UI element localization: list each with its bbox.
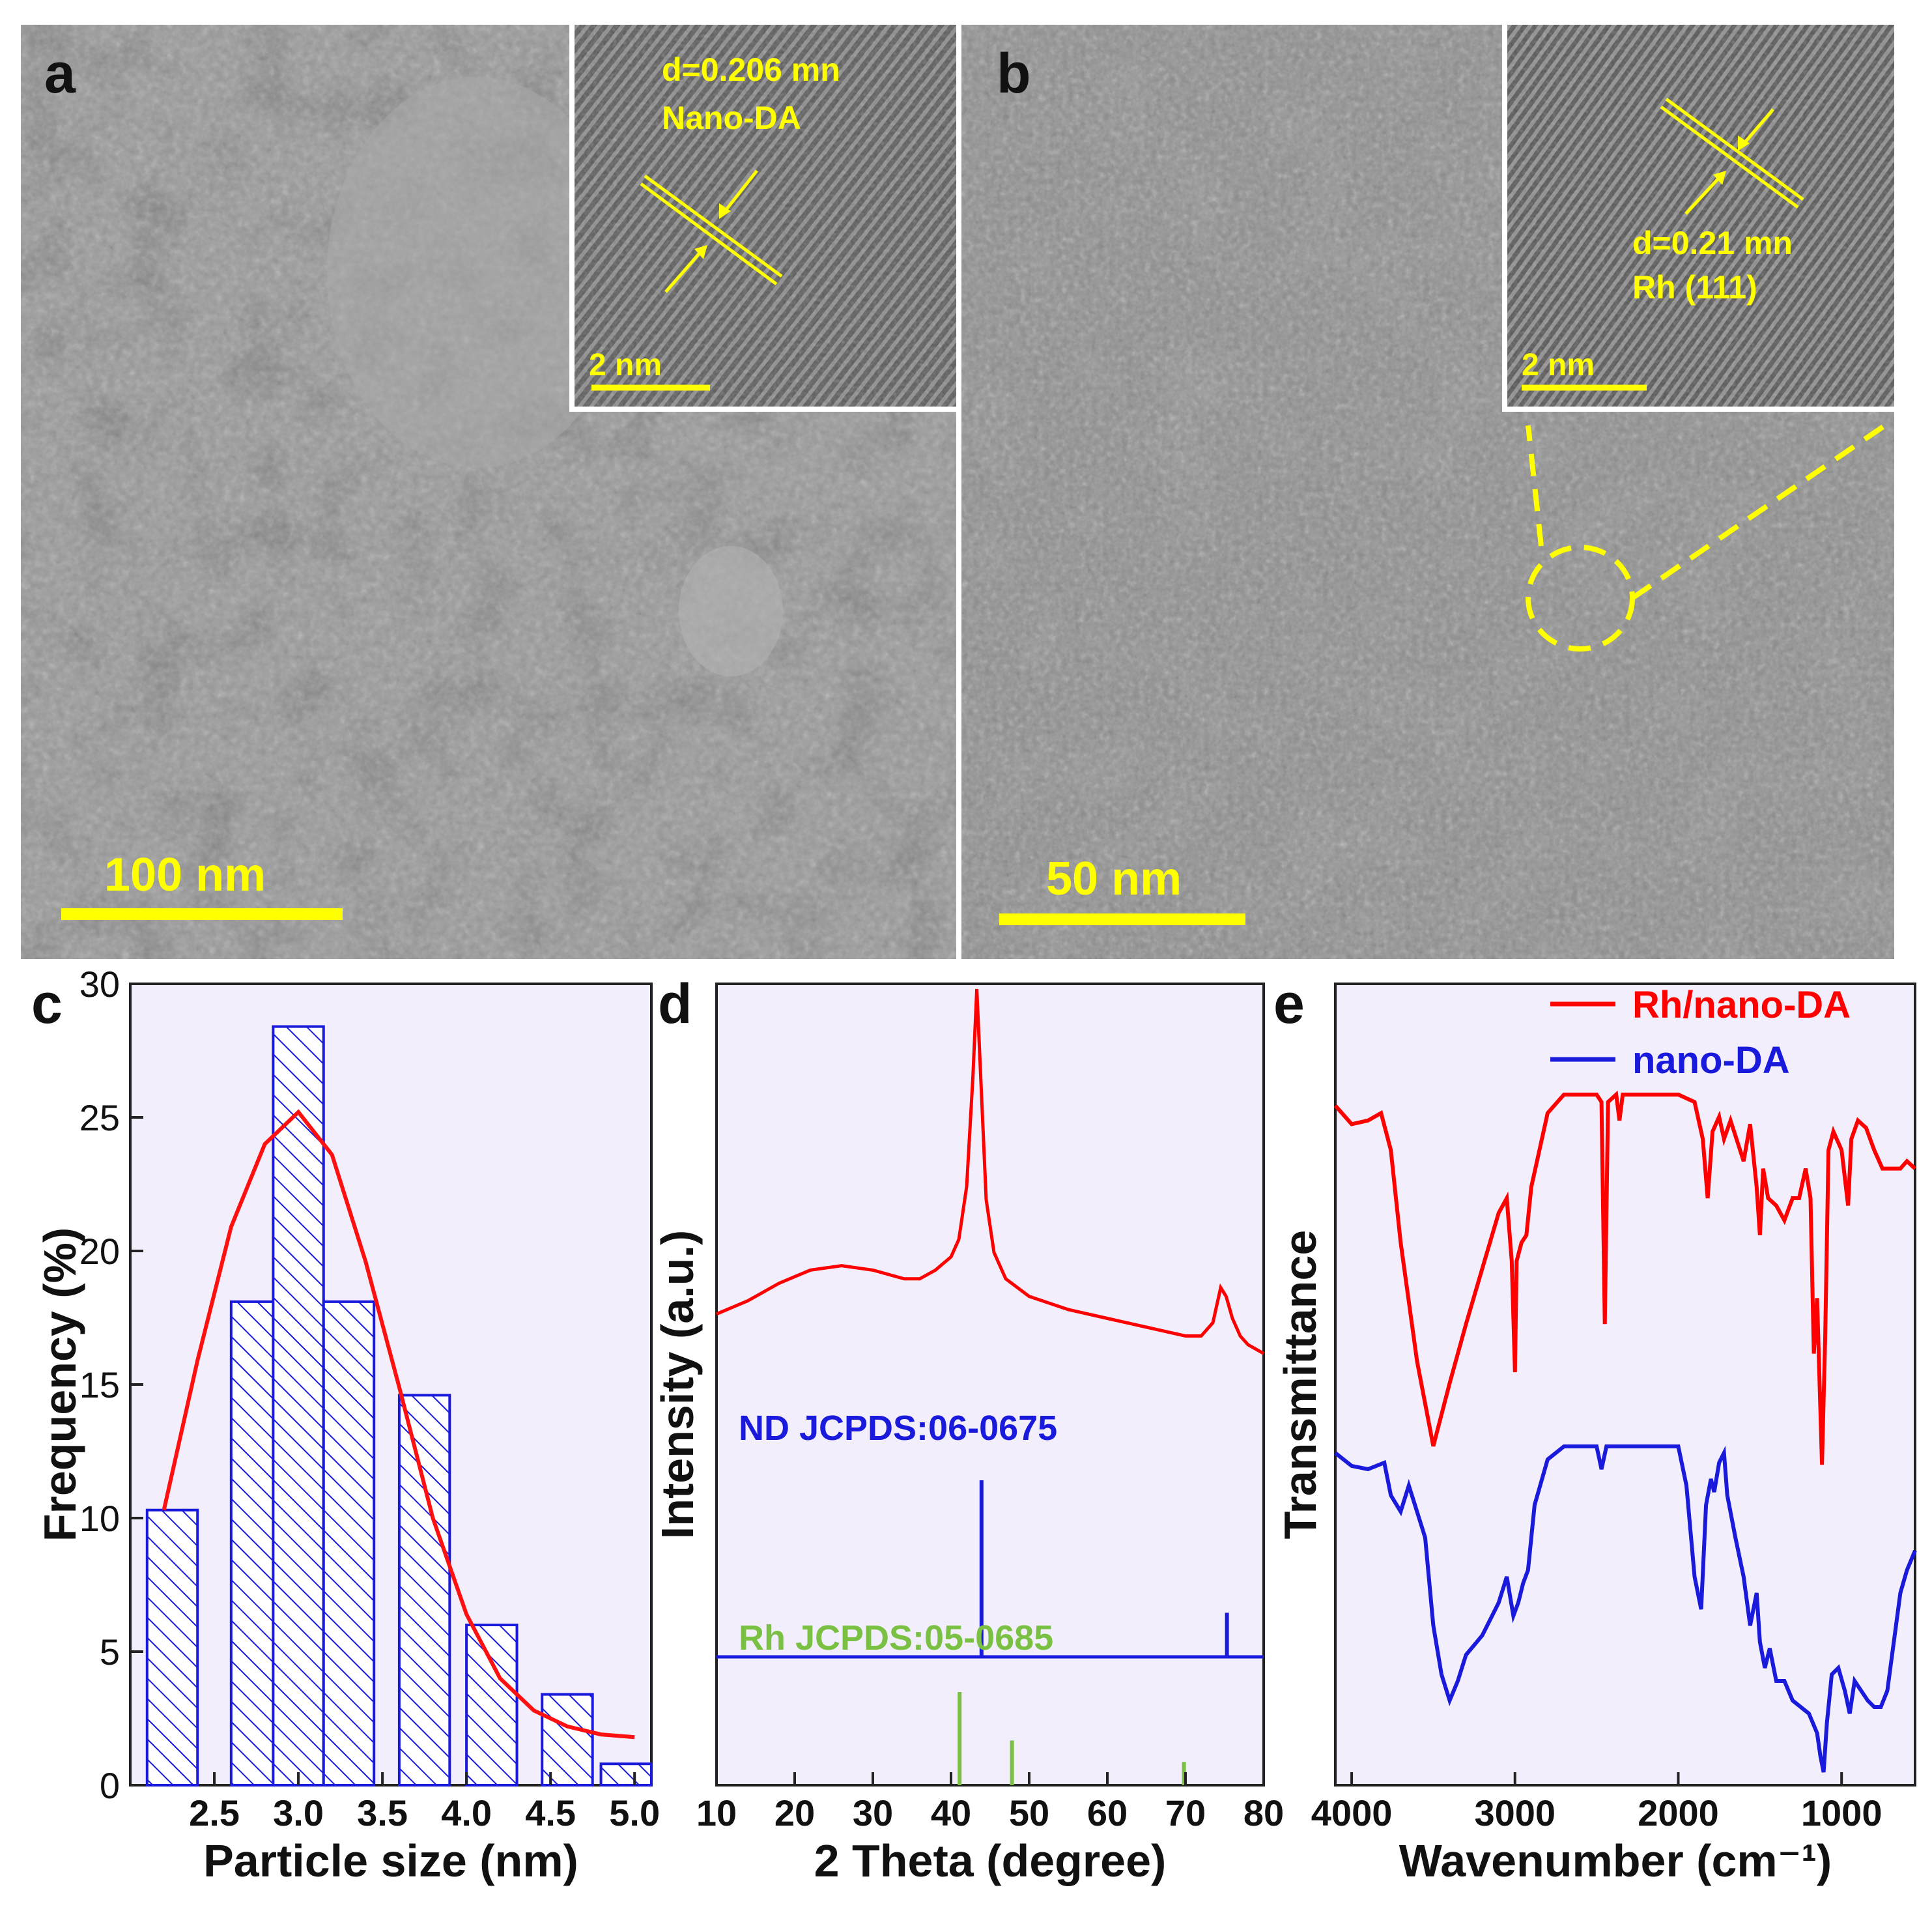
x-axis-label-d: 2 Theta (degree) [814,1835,1167,1886]
histogram-bar [599,1762,653,1787]
x-tick-label: 4.0 [441,1792,492,1833]
x-tick-label: 5.0 [609,1792,660,1833]
inset-b-d-spacing: d=0.21 mn [1632,225,1793,261]
x-tick-label: 2000 [1638,1792,1719,1833]
legend: Rh/nano-DA nano-DA [1550,984,1851,1082]
histogram-bar [145,1508,199,1787]
tem-texture-b [961,25,1894,959]
x-tick-label: 4.5 [525,1792,576,1833]
plot-area-c [129,983,653,1787]
panel-label-d: d [658,973,692,1035]
x-tick-label: 40 [931,1792,971,1833]
fit-curve [162,1109,635,1740]
x-tick-label: 60 [1087,1792,1128,1833]
inset-a-phase: Nano-DA [662,100,801,136]
lattice-fringes-a: d=0.206 mn Nano-DA 2 nm [575,25,956,407]
reference-label-rh: Rh JCPDS:05-0685 [739,1618,1053,1658]
tem-image-b [961,25,1894,959]
histogram-bar [541,1693,594,1787]
x-tick-label: 4000 [1311,1792,1393,1833]
y-tick-label: 10 [79,1498,120,1539]
panel-label-c: c [31,973,63,1035]
y-axis-label-d: Intensity (a.u.) [652,1230,703,1539]
panel-label-e: e [1273,973,1305,1035]
y-tick-label: 5 [100,1631,120,1672]
x-tick-label: 1000 [1801,1792,1882,1833]
chart-e: Rh/nano-DA nano-DA 4000 3000 2000 1000 Wave… [1277,983,1917,1886]
y-tick-label: 30 [79,964,120,1005]
panel-label-a: a [44,42,76,105]
inset-hrtem-a: d=0.206 mn Nano-DA 2 nm [569,25,956,412]
legend-label-rh: Rh/nano-DA [1632,984,1851,1026]
y-tick-label: 20 [79,1231,120,1272]
x-tick-label: 80 [1243,1792,1284,1833]
inset-hrtem-b: d=0.21 mn Rh (111) 2 nm [1502,25,1894,412]
y-axis-label-c: Frequency (%) [35,1227,85,1542]
histogram-bar [322,1300,376,1787]
chart-d: ND JCPDS:06-0675 Rh JCPDS:05-0685 10 20 30… [652,983,1284,1886]
inset-b-phase: Rh (111) [1632,269,1757,306]
y-tick-label: 15 [79,1364,120,1405]
y-tick-label: 0 [100,1765,120,1806]
x-tick-label: 70 [1165,1792,1206,1833]
x-tick-label: 50 [1009,1792,1049,1833]
x-tick-label: 10 [696,1792,737,1833]
x-tick-label: 30 [853,1792,893,1833]
histogram-bar [272,1025,325,1787]
histogram-bar [397,1394,451,1787]
y-tick-label: 25 [79,1097,120,1138]
y-axis-label-e: Transmittance [1277,1230,1326,1540]
reference-label-nd: ND JCPDS:06-0675 [739,1409,1057,1448]
xrd-pattern [716,988,1265,1355]
x-tick-label: 3000 [1474,1792,1556,1833]
x-tick-label: 2.5 [189,1792,240,1833]
x-tick-label: 3.5 [357,1792,408,1833]
lattice-fringes-b: d=0.21 mn Rh (111) 2 nm [1507,25,1894,407]
histogram-bar [465,1624,519,1787]
scale-bar-a [61,908,343,920]
plot-area-d [715,983,1265,1787]
legend-label-nano: nano-DA [1632,1039,1790,1082]
scale-label-b: 50 nm [1046,853,1182,905]
panel-label-b: b [997,42,1031,105]
x-axis-label-e: Wavenumber (cm⁻¹) [1399,1835,1832,1886]
inset-b-scale-label: 2 nm [1522,348,1595,382]
x-tick-label: 3.0 [273,1792,324,1833]
scale-bar-b [999,913,1245,925]
series-nano-da [1334,1444,1917,1773]
scale-label-a: 100 nm [104,849,266,901]
inset-a-scale-label: 2 nm [589,348,662,382]
x-axis-label-c: Particle size (nm) [203,1835,578,1886]
chart-c: 0 5 10 15 20 25 30 2.5 3.0 3.5 4.0 4.5 5.0 Particle… [35,964,660,1886]
x-tick-label: 20 [774,1792,815,1833]
inset-a-d-spacing: d=0.206 mn [662,51,840,88]
series-rh-nano-da [1333,1090,1917,1465]
